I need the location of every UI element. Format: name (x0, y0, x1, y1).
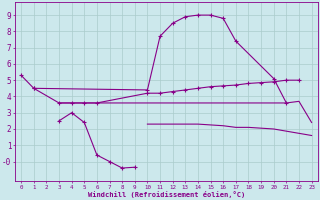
X-axis label: Windchill (Refroidissement éolien,°C): Windchill (Refroidissement éolien,°C) (88, 191, 245, 198)
